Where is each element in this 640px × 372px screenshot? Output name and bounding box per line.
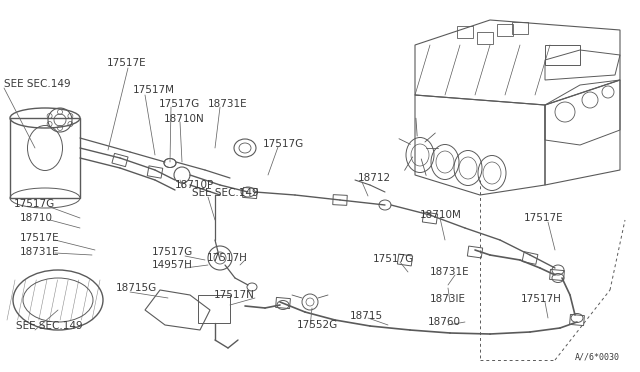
Text: SEE SEC.149: SEE SEC.149 bbox=[192, 188, 259, 198]
Text: 18710: 18710 bbox=[20, 213, 53, 223]
Text: SEE SEC.149: SEE SEC.149 bbox=[4, 79, 70, 89]
Text: 18710P: 18710P bbox=[175, 180, 214, 190]
Text: A//6*0030: A//6*0030 bbox=[575, 353, 620, 362]
Text: 17517N: 17517N bbox=[214, 290, 255, 300]
Bar bbox=[522, 251, 538, 264]
Bar bbox=[112, 153, 128, 167]
Bar bbox=[243, 187, 257, 199]
Text: 1873IE: 1873IE bbox=[430, 294, 466, 304]
Text: 17517G: 17517G bbox=[152, 247, 193, 257]
Text: 18715: 18715 bbox=[350, 311, 383, 321]
Text: 17517G: 17517G bbox=[14, 199, 55, 209]
Text: 18710N: 18710N bbox=[164, 114, 205, 124]
Text: 18731E: 18731E bbox=[208, 99, 248, 109]
Bar bbox=[147, 166, 163, 178]
Text: 14957H: 14957H bbox=[152, 260, 193, 270]
Bar bbox=[276, 297, 291, 309]
Text: 17517H: 17517H bbox=[207, 253, 248, 263]
Bar bbox=[333, 195, 348, 205]
Bar bbox=[477, 32, 493, 44]
Bar bbox=[550, 269, 564, 280]
Text: 18731E: 18731E bbox=[430, 267, 470, 277]
Text: 17517E: 17517E bbox=[107, 58, 147, 68]
Text: 18715G: 18715G bbox=[116, 283, 157, 293]
Text: 17517H: 17517H bbox=[521, 294, 562, 304]
Bar bbox=[198, 295, 230, 323]
Text: 17517M: 17517M bbox=[133, 85, 175, 95]
Text: 17517G: 17517G bbox=[373, 254, 414, 264]
Bar bbox=[512, 22, 528, 34]
Text: 17517G: 17517G bbox=[263, 139, 304, 149]
Bar bbox=[10, 118, 80, 198]
Text: 17517E: 17517E bbox=[20, 233, 60, 243]
Text: 17552G: 17552G bbox=[297, 320, 339, 330]
Bar bbox=[422, 212, 438, 224]
Text: 18760: 18760 bbox=[428, 317, 461, 327]
Text: 17517E: 17517E bbox=[524, 213, 564, 223]
Bar bbox=[570, 314, 584, 326]
Bar bbox=[457, 26, 473, 38]
Bar bbox=[545, 45, 580, 65]
Text: 18731E: 18731E bbox=[20, 247, 60, 257]
Bar bbox=[467, 246, 483, 258]
Bar bbox=[497, 24, 513, 36]
Text: 18712: 18712 bbox=[358, 173, 391, 183]
Bar bbox=[397, 254, 413, 266]
Text: 18710M: 18710M bbox=[420, 210, 462, 220]
Text: SEE SEC.149: SEE SEC.149 bbox=[16, 321, 83, 331]
Text: 17517G: 17517G bbox=[159, 99, 200, 109]
